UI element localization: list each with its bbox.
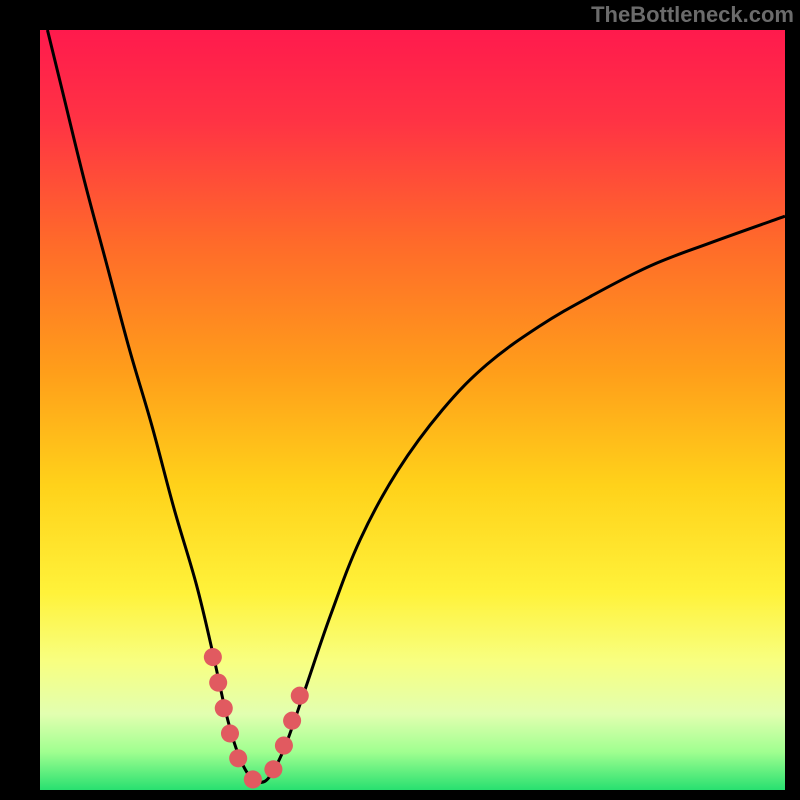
- main-curve: [47, 30, 785, 782]
- curve-layer: [0, 0, 800, 800]
- chart-root: { "meta": { "watermark_text": "TheBottle…: [0, 0, 800, 800]
- chart-frame: [0, 0, 800, 800]
- watermark-text: TheBottleneck.com: [591, 2, 794, 28]
